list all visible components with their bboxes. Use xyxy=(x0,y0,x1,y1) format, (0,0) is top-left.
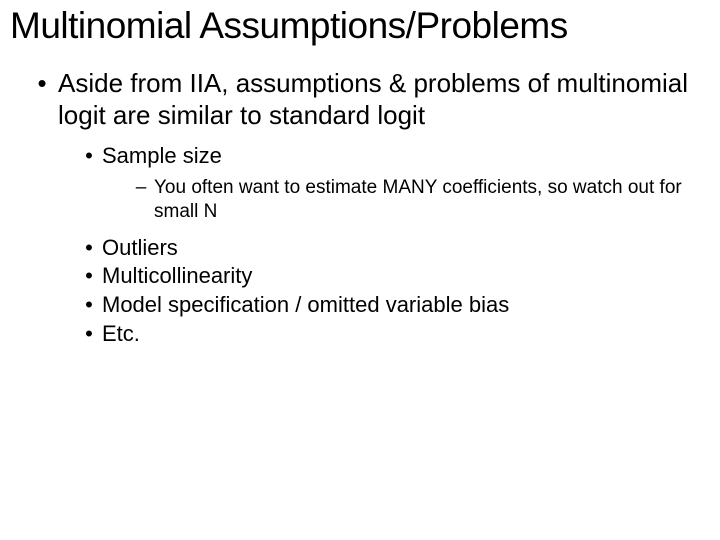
list-item: • Aside from IIA, assumptions & problems… xyxy=(34,67,696,132)
bullet-icon: • xyxy=(82,320,96,349)
list-item-text: Etc. xyxy=(102,320,140,349)
slide: Multinomial Assumptions/Problems • Aside… xyxy=(0,0,720,540)
dash-icon: – xyxy=(134,176,148,200)
list-item-text: Model specification / omitted variable b… xyxy=(102,291,509,320)
bullet-icon: • xyxy=(34,67,50,100)
bullet-icon: • xyxy=(82,291,96,320)
list-item: • Model specification / omitted variable… xyxy=(82,291,696,320)
list-item-text: Multicollinearity xyxy=(102,262,252,291)
bullet-icon: • xyxy=(82,142,96,171)
list-item-text: You often want to estimate MANY coeffici… xyxy=(154,176,704,224)
bullet-list-level2: • Outliers • Multicollinearity • Model s… xyxy=(4,234,716,348)
slide-title: Multinomial Assumptions/Problems xyxy=(4,6,716,47)
list-item-text: Sample size xyxy=(102,142,222,171)
list-item: – You often want to estimate MANY coeffi… xyxy=(134,176,704,224)
list-item-text: Aside from IIA, assumptions & problems o… xyxy=(58,67,696,132)
list-item: • Multicollinearity xyxy=(82,262,696,291)
bullet-list-level1: • Aside from IIA, assumptions & problems… xyxy=(4,67,716,132)
bullet-icon: • xyxy=(82,262,96,291)
list-item: • Sample size xyxy=(82,142,696,171)
bullet-list-level2: • Sample size xyxy=(4,142,716,171)
list-item-text: Outliers xyxy=(102,234,178,263)
list-item: • Outliers xyxy=(82,234,696,263)
bullet-list-level3: – You often want to estimate MANY coeffi… xyxy=(4,176,716,224)
bullet-icon: • xyxy=(82,234,96,263)
list-item: • Etc. xyxy=(82,320,696,349)
